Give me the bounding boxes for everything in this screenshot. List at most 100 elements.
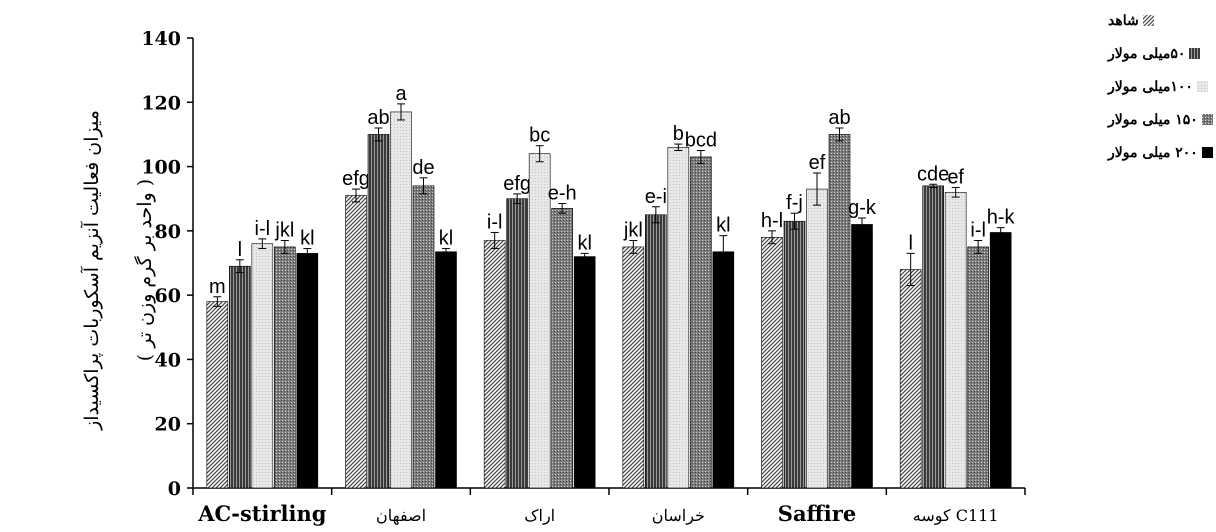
error-bar <box>280 240 289 254</box>
significance-letter: b <box>673 123 684 145</box>
x-tick-label: اراک <box>524 506 555 525</box>
error-bar <box>951 186 960 198</box>
bar <box>761 236 783 489</box>
significance-letter: kl <box>439 228 453 250</box>
significance-letter: ef <box>809 152 826 174</box>
error-bar <box>768 230 776 245</box>
bar <box>622 246 645 489</box>
significance-letter: i-l <box>255 218 271 240</box>
error-bar <box>558 203 567 214</box>
significance-letter: kl <box>300 228 314 250</box>
bar <box>483 240 506 489</box>
y-tick-label: 80 <box>155 221 181 243</box>
legend-swatch-50mm <box>1189 48 1201 59</box>
y-tick-label: 140 <box>141 28 181 50</box>
x-tick-label: اصفهان <box>376 506 426 525</box>
error-bar <box>696 150 705 164</box>
error-bar <box>906 252 915 286</box>
bar <box>828 134 851 489</box>
significance-letter: ef <box>947 166 964 188</box>
legend-item-150mm: ۱۵۰ میلی مولار <box>1108 103 1216 136</box>
legend-item-200mm: ۲۰۰ میلی مولار <box>1108 136 1216 169</box>
error-bar <box>835 127 844 142</box>
bar <box>922 185 944 489</box>
y-tick-label: 120 <box>141 92 181 114</box>
significance-letter: jkl <box>623 220 643 242</box>
bar <box>345 195 367 489</box>
significance-letter: i-l <box>487 211 503 233</box>
error-bar <box>790 212 799 230</box>
bar <box>967 246 989 489</box>
legend-swatch-100mm <box>1196 81 1208 92</box>
significance-letter: cde <box>917 163 949 185</box>
significance-letter: efg <box>342 168 370 190</box>
bar <box>783 220 806 489</box>
significance-letter: bc <box>529 125 550 147</box>
error-bar <box>352 188 360 203</box>
error-bar <box>490 231 499 250</box>
error-bar <box>719 235 728 269</box>
significance-letter: jkl <box>274 220 294 242</box>
y-tick-label: 100 <box>141 157 181 179</box>
error-bar <box>513 193 522 205</box>
bar <box>367 134 390 489</box>
error-bar <box>651 206 660 224</box>
error-bar <box>929 183 938 188</box>
legend-item-50mm: ۵۰میلی مولار <box>1108 37 1216 70</box>
bar <box>667 146 690 489</box>
significance-letter: h-l <box>761 210 783 232</box>
bar <box>412 185 435 489</box>
y-tick-label: 60 <box>155 285 181 307</box>
legend-label: ۱۰۰میلی مولار <box>1108 78 1193 95</box>
significance-letter: ab <box>828 107 850 129</box>
legend-label: شاهد <box>1108 12 1139 29</box>
bar <box>551 208 573 489</box>
significance-letter: kl <box>716 215 730 237</box>
significance-letter: i-l <box>970 220 986 242</box>
bar <box>690 156 712 489</box>
legend-item-control: شاهد <box>1108 4 1216 37</box>
y-tick-label: 0 <box>168 478 181 500</box>
significance-letter: ab <box>367 107 389 129</box>
significance-letter: kl <box>577 232 591 254</box>
error-bar <box>303 248 312 259</box>
error-bar <box>419 177 428 195</box>
error-bar <box>974 240 983 254</box>
x-tick-label: خراسان <box>652 506 705 525</box>
significance-letter: de <box>412 157 434 179</box>
bar <box>229 265 251 489</box>
bar <box>851 224 873 489</box>
error-bar <box>374 127 383 142</box>
y-tick-label: 20 <box>155 414 181 436</box>
bar <box>645 214 667 489</box>
legend-swatch-150mm <box>1201 114 1213 125</box>
error-bar <box>258 238 267 250</box>
error-bar <box>397 103 405 121</box>
legend-swatch-control <box>1142 15 1154 26</box>
significance-letter: l <box>908 232 912 254</box>
error-bar <box>442 248 450 256</box>
legend-label: ۲۰۰ میلی مولار <box>1108 144 1198 161</box>
significance-letter: f-j <box>786 192 803 214</box>
error-bar <box>235 259 244 274</box>
error-bar <box>629 240 638 254</box>
bar <box>944 191 967 489</box>
significance-letter: l <box>238 239 242 261</box>
bar <box>806 188 828 489</box>
bar <box>274 246 296 489</box>
significance-letter: bcd <box>685 130 717 152</box>
error-bar <box>580 252 589 261</box>
bar <box>573 256 596 489</box>
legend-swatch-200mm <box>1201 147 1213 158</box>
legend-label: ۱۵۰ میلی مولار <box>1108 111 1198 128</box>
error-bar <box>674 143 683 151</box>
bar <box>251 243 274 489</box>
bar <box>206 301 229 489</box>
significance-letter: g-k <box>848 197 877 219</box>
error-bar <box>535 145 544 163</box>
legend-item-100mm: ۱۰۰میلی مولار <box>1108 70 1216 103</box>
bar <box>712 251 735 489</box>
significance-letter: e-i <box>645 186 667 208</box>
y-axis-title: میزان فعالیت آنزیم آسکوربات پراکسیداز <box>81 110 103 430</box>
